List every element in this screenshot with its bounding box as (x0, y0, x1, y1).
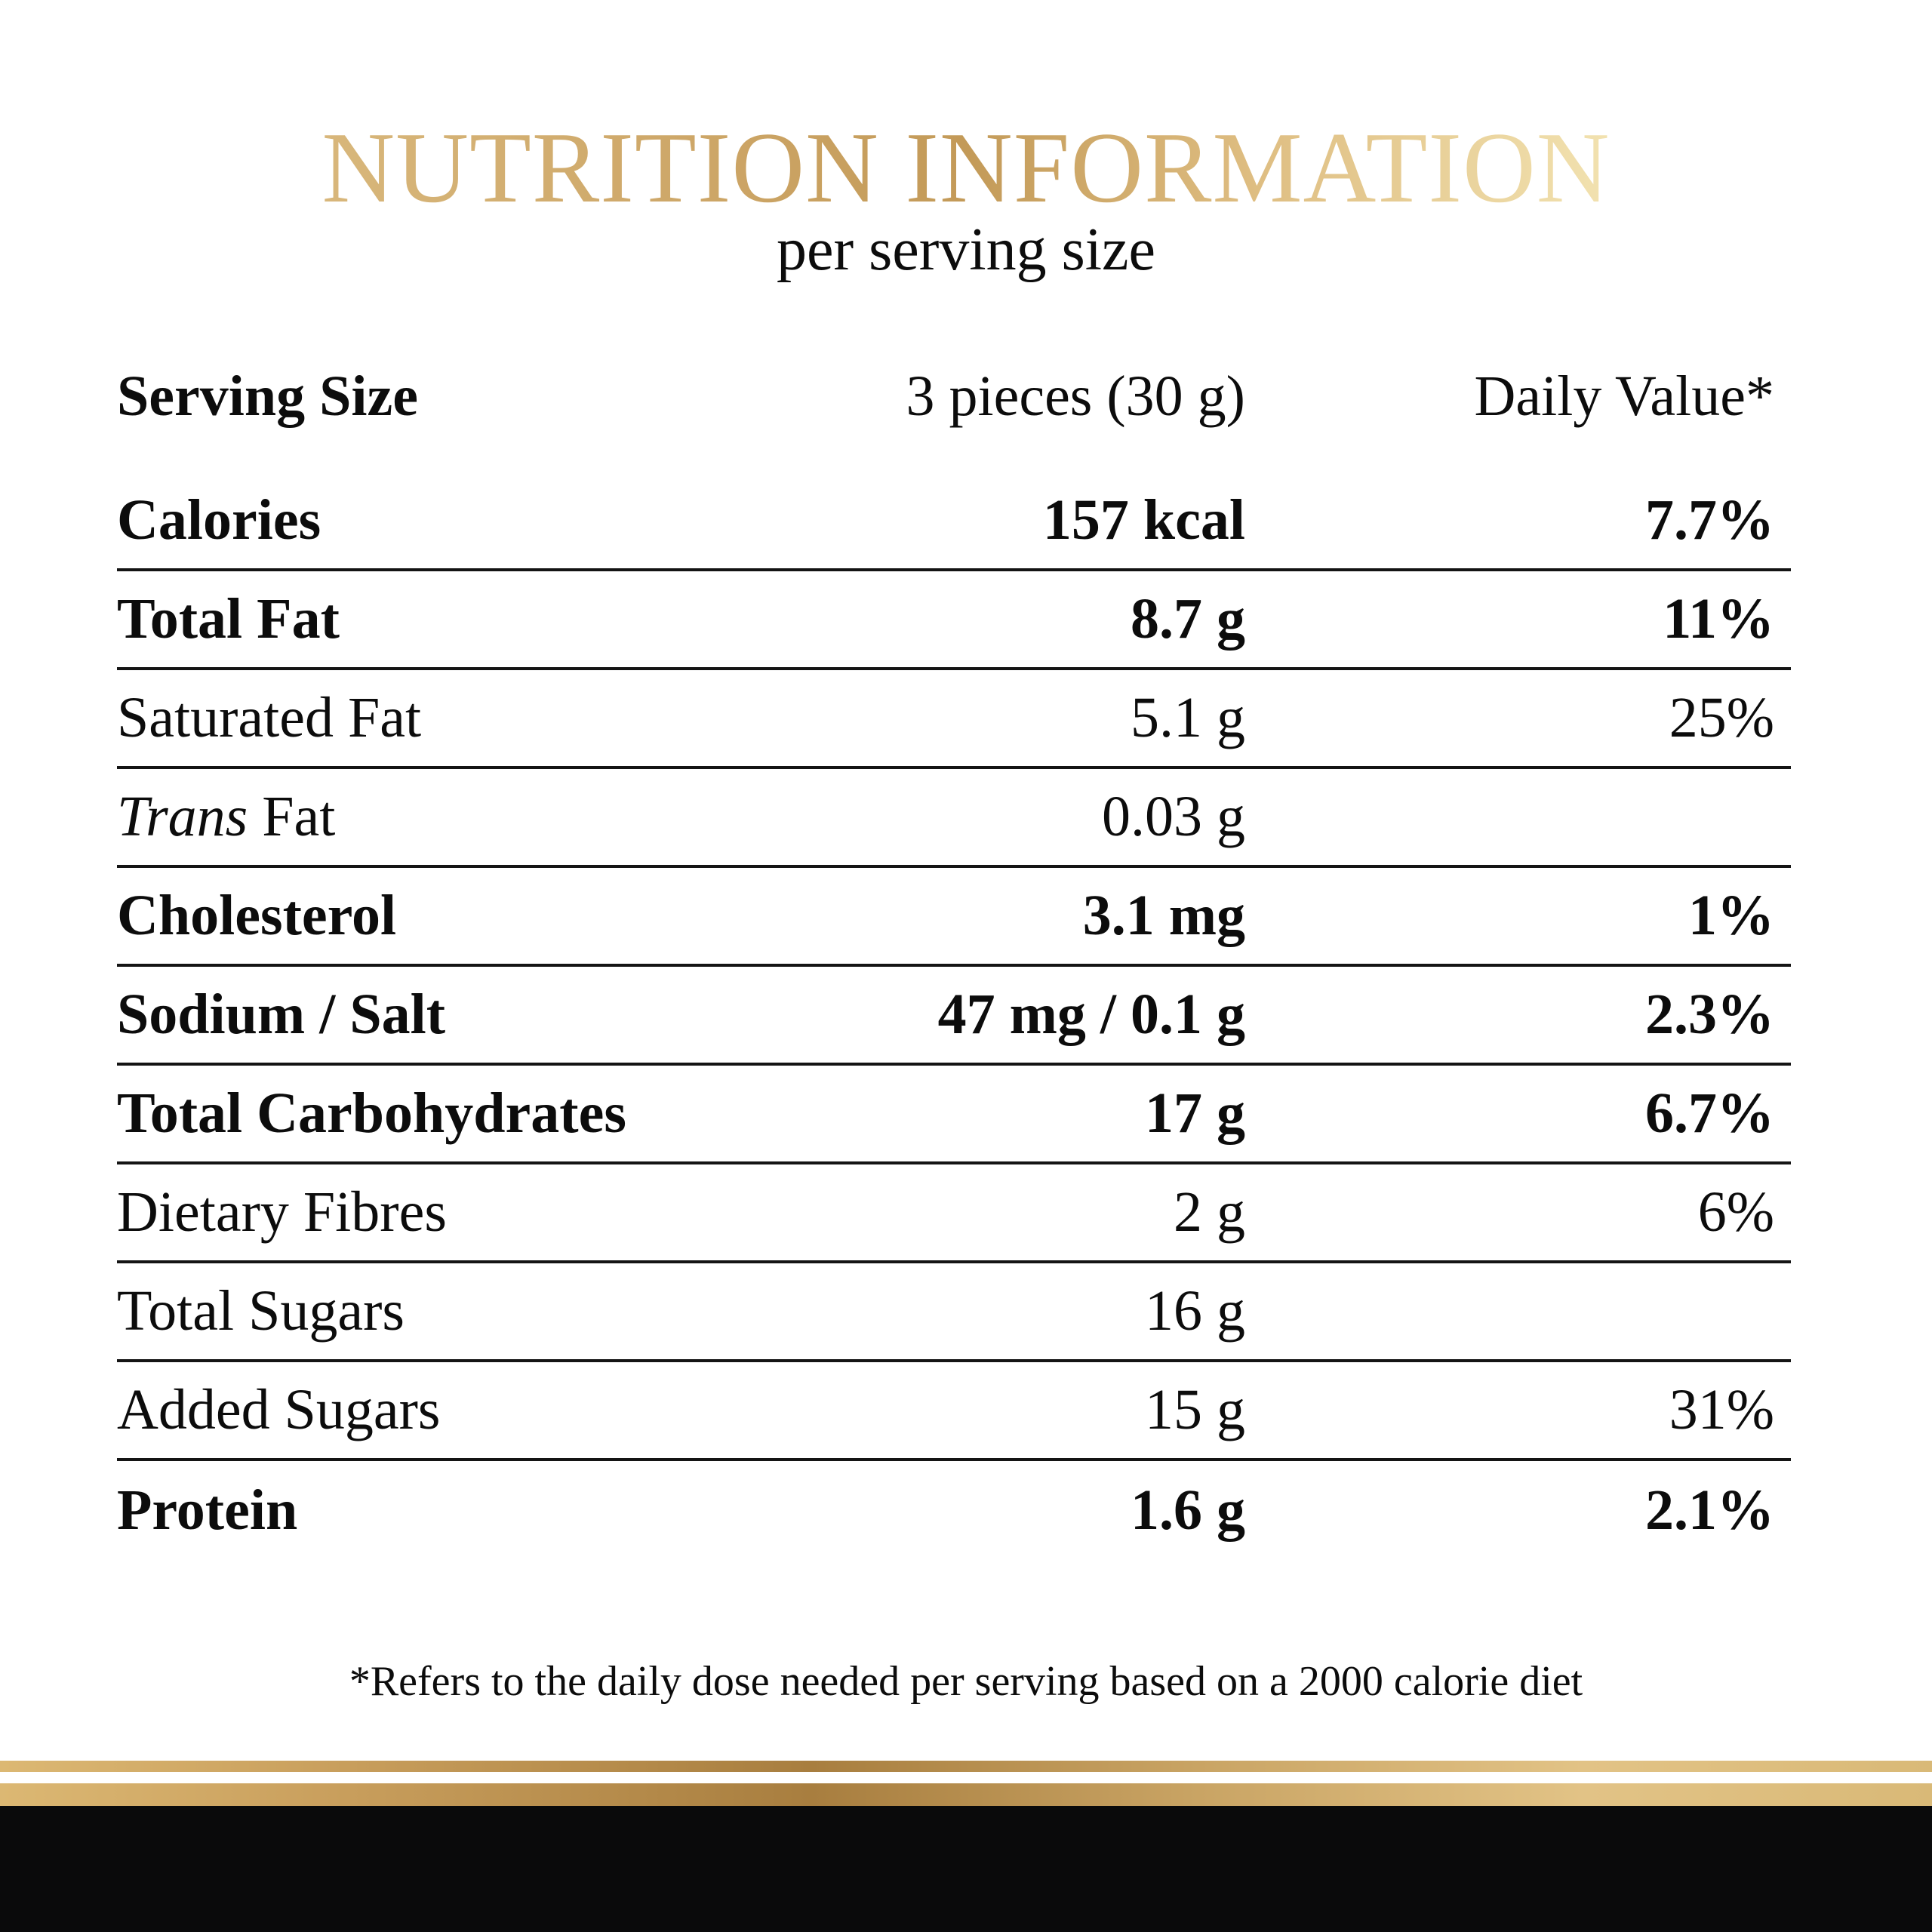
table-row: Saturated Fat 5.1 g 25% (117, 670, 1791, 769)
row-label-text: Added Sugars (117, 1378, 441, 1441)
row-label: Saturated Fat (117, 685, 786, 751)
row-label-text: Sodium / Salt (117, 983, 446, 1046)
row-amount: 16 g (1145, 1279, 1245, 1343)
row-amount: 5.1 g (1131, 686, 1245, 749)
row-label: Sodium / Salt (117, 982, 786, 1048)
table-row: Dietary Fibres 2 g 6% (117, 1164, 1791, 1263)
table-row: Calories 157 kcal 7.7% (117, 472, 1791, 571)
row-label: Total Fat (117, 586, 786, 652)
row-amount: 1.6 g (1131, 1478, 1245, 1542)
table-row: Sodium / Salt 47 mg / 0.1 g 2.3% (117, 967, 1791, 1066)
nutrition-table: Serving Size 3 pieces (30 g) Daily Value… (117, 347, 1791, 1559)
row-label-text: Dietary Fibres (117, 1180, 447, 1244)
row-label-text: Total Fat (117, 587, 340, 651)
gold-stripe-thin (0, 1761, 1932, 1772)
row-label: Dietary Fibres (117, 1180, 786, 1245)
table-row: Total Fat 8.7 g 11% (117, 571, 1791, 670)
row-label-italic-part: Trans (117, 785, 248, 848)
table-row: Protein 1.6 g 2.1% (117, 1461, 1791, 1559)
row-label-text: Protein (117, 1478, 298, 1542)
table-row: Total Carbohydrates 17 g 6.7% (117, 1066, 1791, 1164)
title-block: NUTRITION INFORMATION per serving size (0, 113, 1932, 283)
row-label: Added Sugars (117, 1377, 786, 1443)
row-daily-value: 6.7% (1645, 1081, 1774, 1145)
row-daily-value: 25% (1669, 686, 1774, 749)
row-amount: 8.7 g (1131, 587, 1245, 651)
black-band (0, 1806, 1932, 1932)
row-label-text: Calories (117, 488, 321, 552)
row-label: Trans Fat (117, 784, 786, 850)
gold-stripe-thick (0, 1783, 1932, 1806)
row-label-text: Saturated Fat (117, 686, 422, 749)
row-daily-value: 2.1% (1645, 1478, 1774, 1542)
nutrition-table-body: Calories 157 kcal 7.7% Total Fat 8.7 g 1… (117, 472, 1791, 1559)
row-label: Total Carbohydrates (117, 1081, 786, 1146)
footnote: *Refers to the daily dose needed per ser… (349, 1658, 1583, 1705)
row-daily-value: 1% (1688, 884, 1774, 947)
row-amount: 15 g (1145, 1378, 1245, 1441)
row-label: Protein (117, 1478, 786, 1543)
page-subtitle: per serving size (776, 216, 1156, 283)
table-row: Total Sugars 16 g (117, 1263, 1791, 1362)
row-daily-value: 2.3% (1645, 983, 1774, 1046)
row-daily-value: 31% (1669, 1378, 1774, 1441)
column-header-daily-value: Daily Value* (1474, 364, 1774, 428)
row-amount: 157 kcal (1042, 488, 1245, 552)
table-row: Cholesterol 3.1 mg 1% (117, 868, 1791, 967)
row-daily-value: 7.7% (1645, 488, 1774, 552)
row-label-text: Cholesterol (117, 884, 397, 947)
row-label: Cholesterol (117, 883, 786, 949)
row-amount: 47 mg / 0.1 g (937, 983, 1245, 1046)
row-daily-value: 6% (1697, 1180, 1774, 1244)
table-header-row: Serving Size 3 pieces (30 g) Daily Value… (117, 347, 1791, 445)
row-amount: 3.1 mg (1082, 884, 1245, 947)
row-amount: 0.03 g (1102, 785, 1245, 848)
row-label: Total Sugars (117, 1278, 786, 1344)
column-header-serving-size: Serving Size (117, 364, 418, 428)
column-header-amount: 3 pieces (30 g) (906, 364, 1245, 428)
table-row: Added Sugars 15 g 31% (117, 1362, 1791, 1461)
row-amount: 17 g (1145, 1081, 1245, 1145)
row-label-text: Total Sugars (117, 1279, 405, 1343)
row-label-text: Fat (248, 785, 336, 848)
row-label-text: Total Carbohydrates (117, 1081, 626, 1145)
table-row: Trans Fat 0.03 g (117, 769, 1791, 868)
row-amount: 2 g (1174, 1180, 1245, 1244)
page-title: NUTRITION INFORMATION (321, 112, 1611, 223)
row-daily-value: 11% (1663, 587, 1774, 651)
row-label: Calories (117, 488, 786, 553)
